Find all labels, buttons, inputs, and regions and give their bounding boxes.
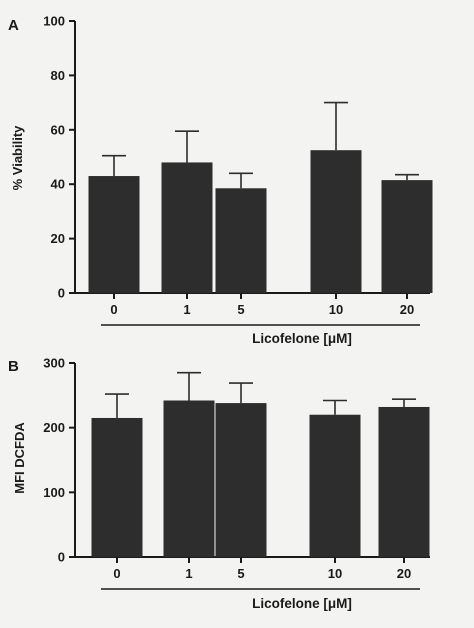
bar-b-5 xyxy=(215,403,267,557)
x-ticks-a: 0 1 5 10 20 xyxy=(110,293,414,317)
bar-a-1 xyxy=(161,162,213,293)
y-ticks-a: 0 20 40 60 80 100 xyxy=(43,14,75,301)
x-tick-label-a: 5 xyxy=(237,302,244,317)
bar-b-10 xyxy=(309,414,361,557)
x-tick-label-b: 1 xyxy=(185,566,192,581)
x-tick-label-b: 20 xyxy=(397,566,411,581)
y-axis-label-b: MFI DCFDA xyxy=(12,422,27,494)
bar-b-20 xyxy=(378,406,430,557)
y-tick-label-b: 300 xyxy=(43,356,65,371)
x-ticks-b: 0 1 5 10 20 xyxy=(113,557,411,581)
bar-a-0 xyxy=(88,176,140,293)
panel-letter-b: B xyxy=(8,358,19,375)
chart-panel-a: A % Viability 0 20 40 60 80 100 0 1 5 10 20 Licof… xyxy=(8,14,433,346)
chart-b-svg: B MFI DCFDA 0 100 200 300 0 1 5 10 20 Licofelon… xyxy=(8,356,430,611)
x-tick-label-a: 0 xyxy=(110,302,117,317)
y-tick-label-a: 100 xyxy=(43,14,65,29)
x-tick-label-b: 10 xyxy=(328,566,342,581)
x-tick-label-a: 10 xyxy=(329,302,343,317)
y-tick-label-b: 100 xyxy=(43,485,65,500)
bar-a-10 xyxy=(310,150,362,293)
x-tick-label-a: 1 xyxy=(183,302,190,317)
y-tick-label-b: 0 xyxy=(58,550,65,565)
y-axis-label-a: % Viability xyxy=(10,125,25,191)
bar-a-5 xyxy=(215,188,267,293)
y-tick-label-b: 200 xyxy=(43,420,65,435)
panel-letter-a: A xyxy=(8,17,19,34)
y-ticks-b: 0 100 200 300 xyxy=(43,356,75,565)
x-tick-label-b: 0 xyxy=(113,566,120,581)
x-axis-label-a: Licofelone [μM] xyxy=(252,331,352,346)
bars-b xyxy=(91,371,430,557)
bar-a-20 xyxy=(381,180,433,293)
x-tick-label-b: 5 xyxy=(237,566,244,581)
bars-a xyxy=(88,101,433,293)
bar-b-0 xyxy=(91,417,143,557)
y-tick-label-a: 0 xyxy=(58,286,65,301)
x-axis-label-b: Licofelone [μM] xyxy=(252,596,352,611)
y-tick-label-a: 20 xyxy=(51,231,65,246)
chart-a-svg: A % Viability 0 20 40 60 80 100 0 1 5 10 20 Licof… xyxy=(8,14,433,346)
x-tick-label-a: 20 xyxy=(400,302,414,317)
chart-panel-b: B MFI DCFDA 0 100 200 300 0 1 5 10 20 Licofelon… xyxy=(0,356,474,628)
y-tick-label-a: 40 xyxy=(51,177,65,192)
y-tick-label-a: 80 xyxy=(51,68,65,83)
bar-b-1 xyxy=(163,400,215,557)
y-tick-label-a: 60 xyxy=(51,122,65,137)
